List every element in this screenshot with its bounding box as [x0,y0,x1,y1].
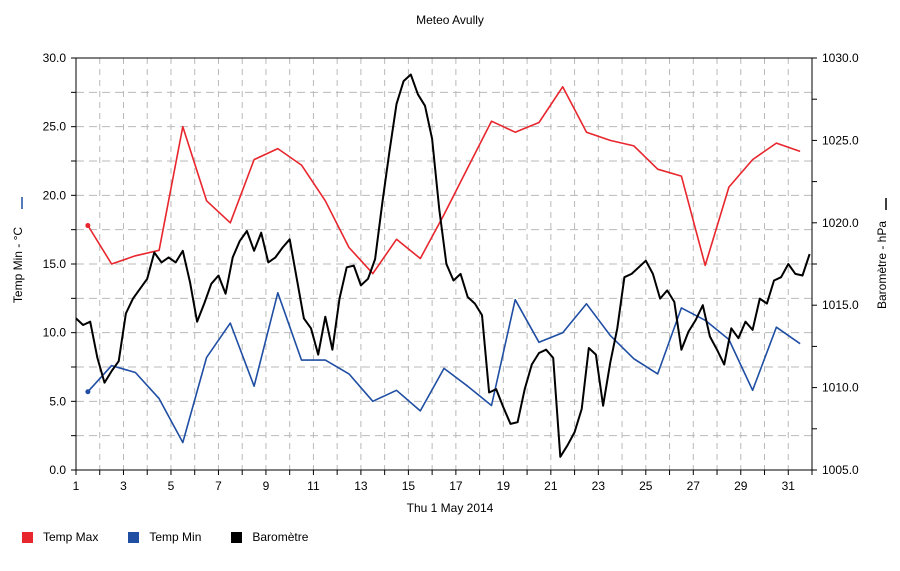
y-right-tick-label: 1015.0 [822,298,859,312]
legend-item-temp-max[interactable]: Temp Max [22,530,98,544]
x-tick-label: 9 [263,479,270,493]
x-tick-label: 29 [734,479,748,493]
series-start-point-temp-min [85,389,91,395]
grid [76,58,812,470]
series-line-temp-min [87,291,801,444]
legend-label-barometre: Baromètre [252,530,309,544]
y-left-tick-label: 20.0 [43,188,67,202]
axes: 1 3 5 7 9 11 13 15 17 19 21 23 25 27 29 310.05.010.015.… [43,51,859,493]
y-left-tick-label: 5.0 [49,394,66,408]
legend-label-temp-max: Temp Max [43,530,99,544]
y-right-tick-label: 1005.0 [822,463,859,477]
series-start-point-temp-max [85,223,91,229]
y-left-tick-label: 25.0 [43,120,67,134]
legend: Temp Max Temp Min Baromètre [22,530,338,544]
y-left-tick-label: 30.0 [43,51,67,65]
x-tick-label: 21 [544,479,558,493]
x-tick-label: 13 [354,479,368,493]
legend-swatch-temp-min [128,531,140,543]
x-tick-label: 5 [168,479,175,493]
legend-label-temp-min: Temp Min [149,530,202,544]
y-right-tick-label: 1020.0 [822,216,859,230]
y-right-tick-label: 1025.0 [822,133,859,147]
y-axis-left-label: Temp Min - °C [11,227,25,303]
x-tick-label: 15 [402,479,416,493]
x-tick-label: 7 [215,479,222,493]
chart-title: Meteo Avully [416,13,484,27]
series-line-temp-max [87,86,801,275]
x-tick-label: 19 [497,479,511,493]
y-axis-right-label: Baromètre - hPa [875,221,889,309]
y-left-tick-label: 15.0 [43,257,67,271]
y-right-tick-label: 1030.0 [822,51,859,65]
x-tick-label: 1 [73,479,80,493]
x-tick-label: 17 [449,479,463,493]
x-tick-label: 31 [782,479,796,493]
y-left-tick-label: 10.0 [43,326,67,340]
legend-swatch-temp-max [22,531,33,543]
legend-item-temp-min[interactable]: Temp Min [128,530,201,544]
y-left-tick-label: 0.0 [49,463,66,477]
series-line-barometre [75,73,811,458]
x-tick-label: 27 [687,479,701,493]
x-tick-label: 3 [120,479,127,493]
x-tick-label: 23 [592,479,606,493]
legend-item-barometre[interactable]: Baromètre [231,530,308,544]
y-right-tick-label: 1010.0 [822,381,859,395]
x-tick-label: 11 [307,479,320,493]
legend-swatch-barometre [231,531,243,543]
series [75,73,811,458]
x-tick-label: 25 [639,479,653,493]
x-axis-label: Thu 1 May 2014 [407,501,494,515]
